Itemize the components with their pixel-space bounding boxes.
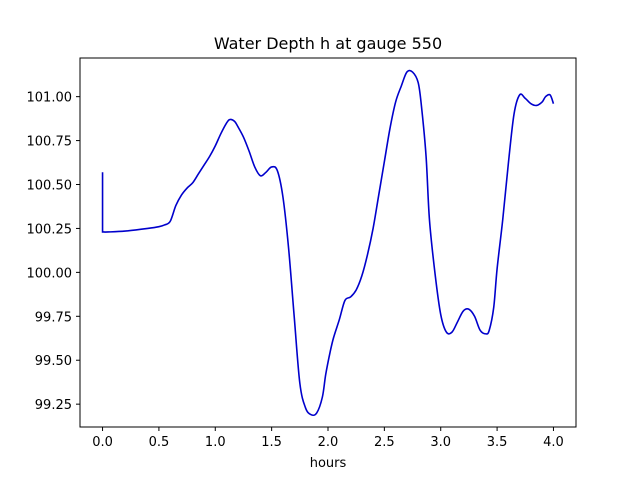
x-tick-label: 4.0 xyxy=(543,435,564,450)
water-depth-line xyxy=(101,69,555,417)
x-tick-label: 1.0 xyxy=(205,435,226,450)
x-tick-label: 1.5 xyxy=(261,435,282,450)
x-tick-label: 0.5 xyxy=(149,435,170,450)
y-tick-label: 99.50 xyxy=(35,354,72,369)
x-tick-label: 0.0 xyxy=(92,435,113,450)
y-tick-label: 99.75 xyxy=(35,310,72,325)
y-axis: 99.25 99.50 99.75 100.00 100.25 100.50 100.75 1… xyxy=(27,91,80,413)
y-tick-label: 101.00 xyxy=(27,91,73,106)
y-tick-label: 100.50 xyxy=(27,179,73,194)
chart-title: Water Depth h at gauge 550 xyxy=(214,34,442,53)
y-tick-label: 100.00 xyxy=(27,266,73,281)
y-tick-label: 99.25 xyxy=(35,398,72,413)
x-tick-label: 3.5 xyxy=(487,435,508,450)
x-axis: 0.0 0.5 1.0 1.5 2.0 2.5 3.0 3.5 4.0 xyxy=(92,427,564,450)
plot-frame xyxy=(79,57,577,428)
y-tick-label: 100.75 xyxy=(27,135,73,150)
y-tick-label: 100.25 xyxy=(27,222,73,237)
x-tick-label: 2.5 xyxy=(374,435,395,450)
x-tick-label: 3.0 xyxy=(430,435,451,450)
x-axis-label: hours xyxy=(310,456,347,471)
x-tick-label: 2.0 xyxy=(318,435,339,450)
